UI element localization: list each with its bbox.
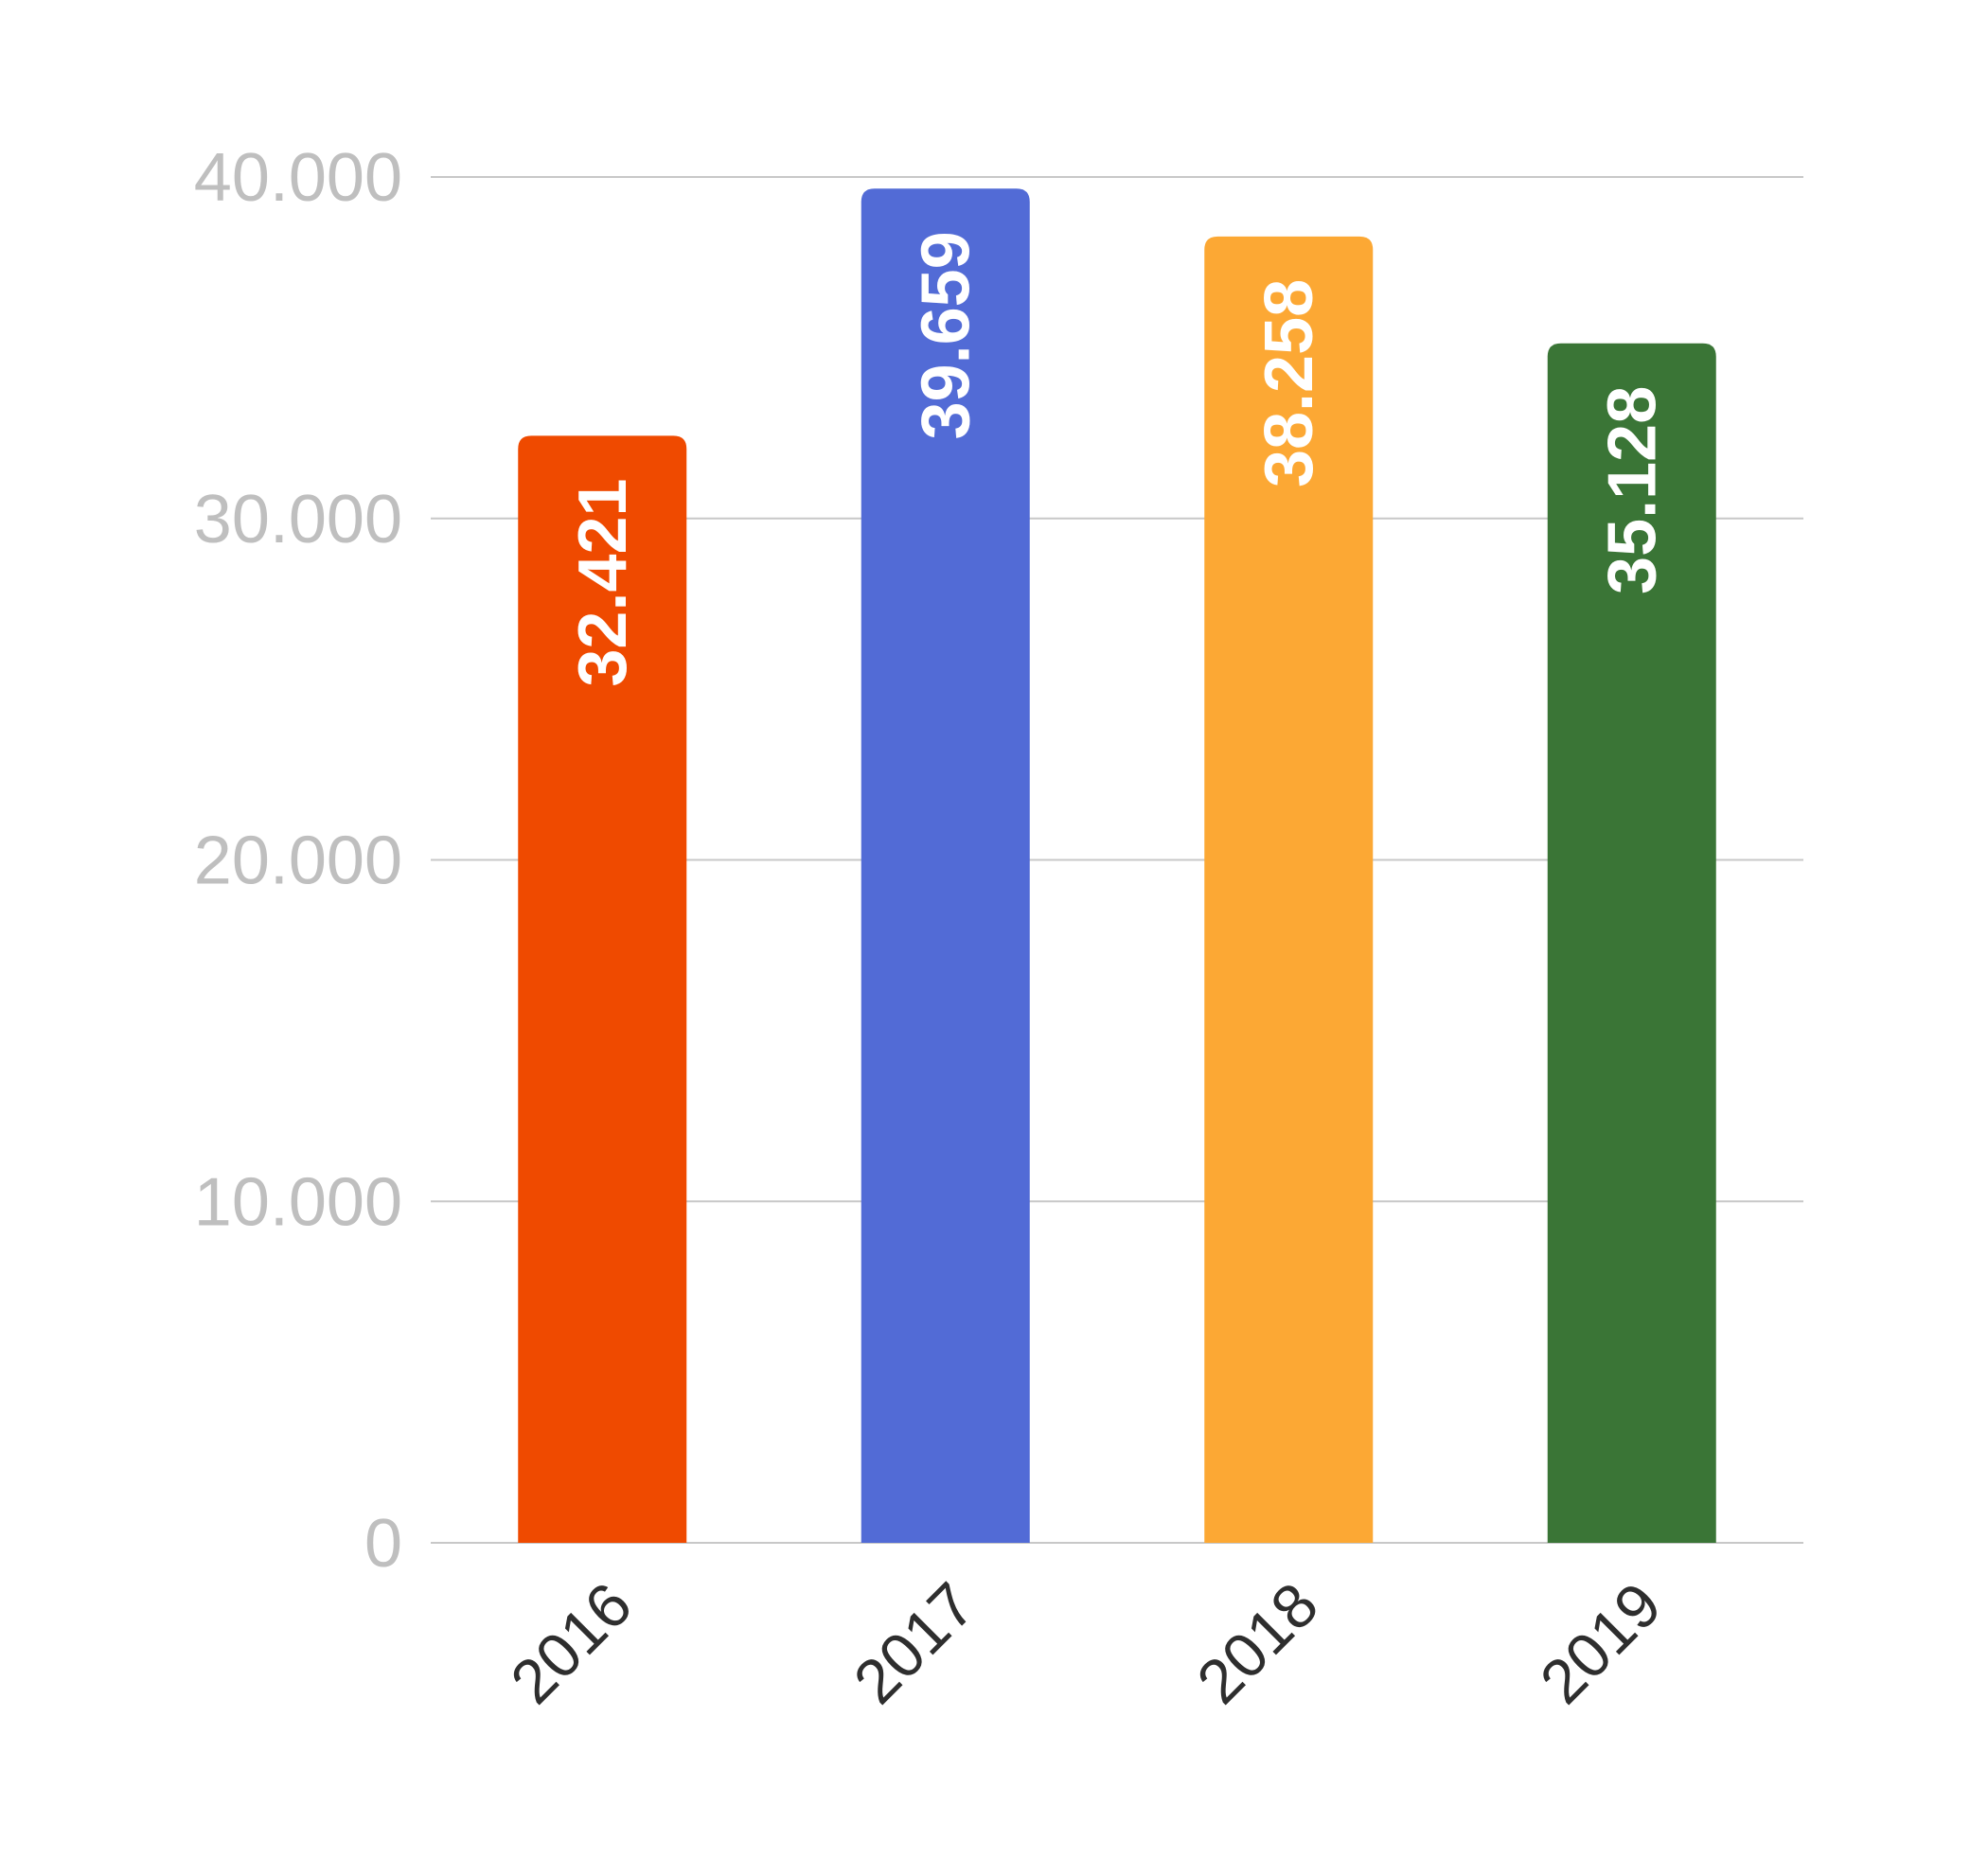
x-tick-label-2016: 2016 [497, 1569, 645, 1717]
y-tick-label: 0 [364, 1506, 402, 1582]
y-tick-label: 30.000 [194, 482, 402, 557]
y-tick-label: 20.000 [194, 823, 402, 899]
bar-2017 [861, 188, 1030, 1544]
bar-2018 [1204, 236, 1374, 1543]
bar-value-labels: 32.421 39.659 38.258 35.128 [565, 231, 1671, 686]
bar-value-label-2017: 39.659 [909, 231, 985, 439]
bar-value-label-2016: 32.421 [565, 478, 641, 686]
y-tick-label: 10.000 [194, 1164, 402, 1240]
x-axis-ticks: 2016 2017 2018 2019 [497, 1569, 1675, 1717]
bar-value-label-2019: 35.128 [1595, 386, 1671, 594]
bar-value-label-2018: 38.258 [1251, 279, 1327, 487]
bars [518, 188, 1716, 1544]
x-tick-label-2017: 2017 [841, 1569, 988, 1717]
x-tick-label-2019: 2019 [1527, 1569, 1675, 1717]
y-axis-ticks: 0 10.000 20.000 30.000 40.000 [194, 140, 402, 1582]
bar-2019 [1547, 343, 1716, 1544]
bar-2016 [518, 435, 687, 1544]
y-tick-label: 40.000 [194, 140, 402, 216]
x-tick-label-2018: 2018 [1183, 1569, 1331, 1717]
